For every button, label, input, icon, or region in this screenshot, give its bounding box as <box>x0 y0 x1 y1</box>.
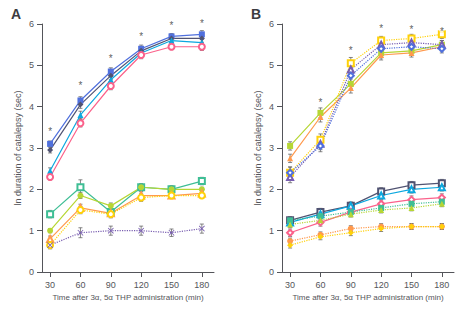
svg-text:*: * <box>200 18 204 29</box>
svg-text:2: 2 <box>269 184 274 194</box>
svg-text:3: 3 <box>269 143 274 153</box>
svg-text:2: 2 <box>29 184 34 194</box>
svg-text:5: 5 <box>29 60 34 70</box>
svg-text:*: * <box>379 23 383 34</box>
svg-text:Time after 3α, 5α THP administ: Time after 3α, 5α THP administration (mi… <box>52 293 203 302</box>
svg-text:*: * <box>440 26 444 37</box>
svg-text:B: B <box>251 6 261 22</box>
svg-text:*: * <box>139 31 143 42</box>
svg-text:*: * <box>170 20 174 31</box>
svg-text:6: 6 <box>29 19 34 29</box>
svg-text:150: 150 <box>164 280 179 290</box>
svg-text:ln duration of catalepsy (sec): ln duration of catalepsy (sec) <box>13 90 23 205</box>
svg-text:1: 1 <box>29 226 34 236</box>
svg-text:30: 30 <box>45 280 55 290</box>
svg-text:90: 90 <box>106 280 116 290</box>
svg-text:3: 3 <box>29 143 34 153</box>
svg-text:*: * <box>109 53 113 64</box>
svg-text:*: * <box>78 80 82 91</box>
svg-text:120: 120 <box>134 280 149 290</box>
svg-text:A: A <box>11 6 21 22</box>
svg-text:6: 6 <box>269 19 274 29</box>
svg-text:0: 0 <box>29 267 34 277</box>
svg-text:*: * <box>318 97 322 108</box>
svg-text:180: 180 <box>434 280 449 290</box>
svg-text:Time after 3α, 5α THP administ: Time after 3α, 5α THP administration (mi… <box>292 293 443 302</box>
svg-text:90: 90 <box>346 280 356 290</box>
svg-text:*: * <box>410 24 414 35</box>
svg-text:30: 30 <box>285 280 295 290</box>
svg-text:120: 120 <box>374 280 389 290</box>
svg-text:60: 60 <box>315 280 325 290</box>
svg-text:4: 4 <box>269 102 274 112</box>
svg-text:1: 1 <box>269 226 274 236</box>
svg-text:180: 180 <box>194 280 209 290</box>
svg-text:0: 0 <box>269 267 274 277</box>
svg-text:*: * <box>48 126 52 137</box>
svg-text:4: 4 <box>29 102 34 112</box>
svg-text:*: * <box>349 45 353 56</box>
svg-text:60: 60 <box>75 280 85 290</box>
svg-text:150: 150 <box>404 280 419 290</box>
svg-text:ln duration of catalepsy (sec): ln duration of catalepsy (sec) <box>253 90 263 205</box>
svg-text:5: 5 <box>269 60 274 70</box>
